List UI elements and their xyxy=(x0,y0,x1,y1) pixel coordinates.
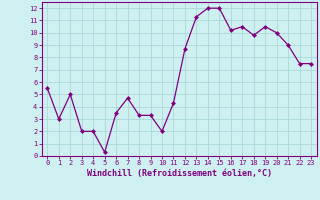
X-axis label: Windchill (Refroidissement éolien,°C): Windchill (Refroidissement éolien,°C) xyxy=(87,169,272,178)
